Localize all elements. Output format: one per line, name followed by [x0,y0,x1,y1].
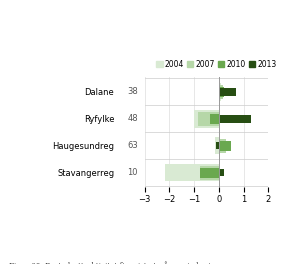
Bar [219,169,224,176]
Text: 48: 48 [127,114,138,123]
Bar [215,137,219,154]
Bar [200,168,219,178]
Bar [194,110,219,128]
Bar [219,87,224,97]
Bar [219,83,221,101]
Bar [219,115,251,122]
Bar [216,142,219,149]
Bar [198,112,219,126]
Bar [219,88,236,96]
Bar [200,166,219,180]
Text: 38: 38 [127,87,138,96]
Bar [219,85,223,99]
Bar [210,114,219,124]
Text: 63: 63 [127,141,138,150]
Bar [219,139,226,153]
Text: Figur 60: Bostedsattraktivitet fire siste treårsperioder i
regionene i Rogaland.: Figur 60: Bostedsattraktivitet fire sist… [9,261,210,264]
Bar [219,141,231,151]
Text: 10: 10 [127,168,138,177]
Bar [164,164,219,181]
Legend: 2004, 2007, 2010, 2013: 2004, 2007, 2010, 2013 [153,56,279,72]
